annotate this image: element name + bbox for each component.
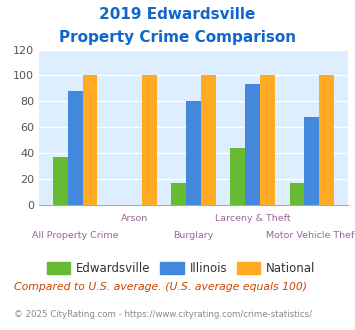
Text: Property Crime Comparison: Property Crime Comparison [59,30,296,45]
Text: Burglary: Burglary [173,231,214,240]
Text: 2019 Edwardsville: 2019 Edwardsville [99,7,256,21]
Bar [290,182,304,205]
Bar [83,75,97,205]
Text: Arson: Arson [121,214,148,223]
Bar [186,101,201,205]
Bar [53,157,68,205]
Legend: Edwardsville, Illinois, National: Edwardsville, Illinois, National [42,257,320,280]
Bar [260,75,275,205]
Bar [245,84,260,205]
Bar [68,91,83,205]
Bar [304,117,319,205]
Text: Compared to U.S. average. (U.S. average equals 100): Compared to U.S. average. (U.S. average … [14,282,307,292]
Bar [230,148,245,205]
Text: © 2025 CityRating.com - https://www.cityrating.com/crime-statistics/: © 2025 CityRating.com - https://www.city… [14,310,312,319]
Text: Larceny & Theft: Larceny & Theft [215,214,290,223]
Bar [171,182,186,205]
Bar [142,75,157,205]
Text: Motor Vehicle Theft: Motor Vehicle Theft [266,231,355,240]
Bar [319,75,334,205]
Text: All Property Crime: All Property Crime [32,231,119,240]
Bar [201,75,215,205]
